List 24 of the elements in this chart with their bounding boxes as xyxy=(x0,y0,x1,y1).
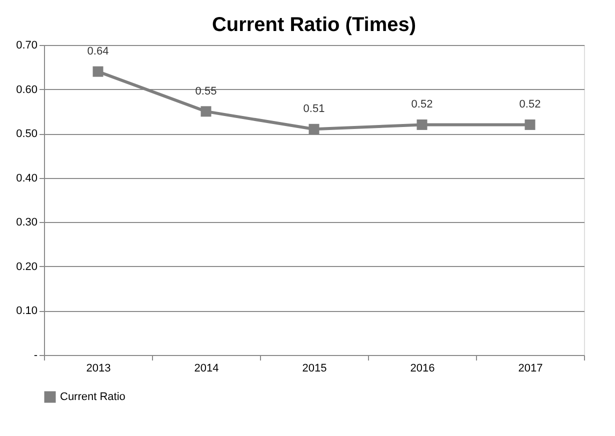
point xyxy=(200,106,212,117)
x-tick-label: 2017 xyxy=(518,362,543,374)
y-tick-label: 0.60 xyxy=(16,84,38,96)
point xyxy=(92,66,104,77)
point xyxy=(416,119,428,130)
data-label: 0.64 xyxy=(87,46,109,58)
y-tick-label: 0.50 xyxy=(16,128,38,140)
y-tick-label: - xyxy=(34,350,38,362)
x-tick-label: 2016 xyxy=(410,362,435,374)
chart-title: Current Ratio (Times) xyxy=(212,14,416,36)
y-tick-label: 0.70 xyxy=(16,40,38,52)
legend-label: Current Ratio xyxy=(60,391,126,403)
point xyxy=(308,124,320,134)
data-label: 0.52 xyxy=(519,98,541,111)
x-tick-label: 2015 xyxy=(302,362,327,374)
y-tick-label: 0.30 xyxy=(16,216,38,229)
point xyxy=(524,119,536,130)
x-tick-label: 2013 xyxy=(86,362,111,374)
data-label: 0.51 xyxy=(303,103,325,116)
y-tick-label: 0.20 xyxy=(16,260,38,273)
x-tick-label: 2014 xyxy=(194,362,219,374)
data-label: 0.52 xyxy=(411,98,433,111)
y-tick-label: 0.40 xyxy=(16,172,38,184)
y-tick-label: 0.10 xyxy=(16,305,38,318)
